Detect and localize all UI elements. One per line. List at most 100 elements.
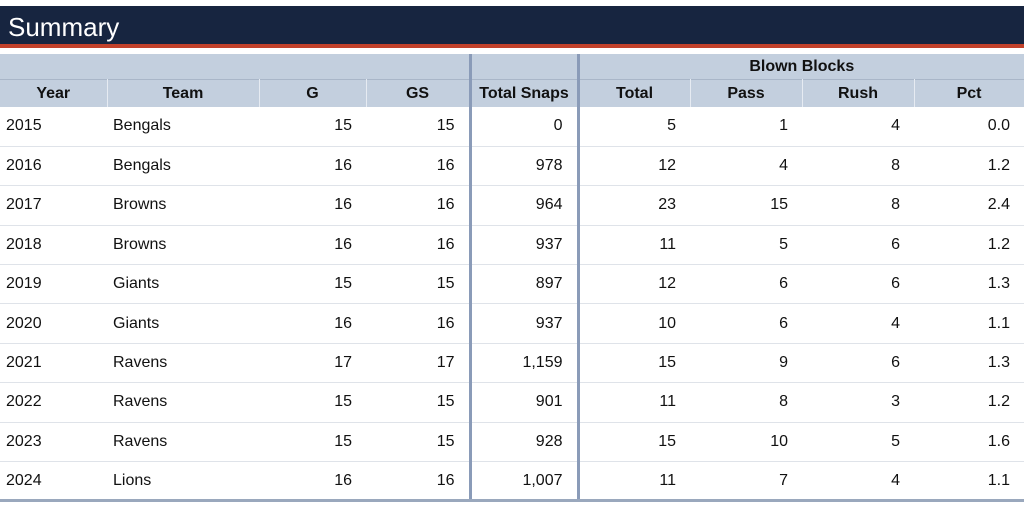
cell-year: 2018 <box>0 225 107 266</box>
col-header-g[interactable]: G <box>259 79 367 107</box>
cell-gs: 16 <box>366 185 470 226</box>
cell-g: 16 <box>259 461 366 503</box>
cell-team: Ravens <box>107 422 259 463</box>
col-header-pass[interactable]: Pass <box>690 79 803 107</box>
cell-blown-pct: 1.1 <box>914 461 1024 503</box>
table-row: 2023 Ravens 15 15 928 15 10 5 1.6 <box>0 422 1024 463</box>
cell-blown-rush: 3 <box>802 382 914 423</box>
column-header-row: Year Team G GS Total Snaps Total Pass Ru… <box>0 79 1024 107</box>
cell-blown-pass: 9 <box>690 343 802 384</box>
page-title: Summary <box>8 12 120 42</box>
cell-team: Lions <box>107 461 259 503</box>
cell-gs: 15 <box>366 382 470 423</box>
cell-blown-pct: 1.3 <box>914 264 1024 305</box>
cell-year: 2022 <box>0 382 107 423</box>
group-header-snaps-blank <box>468 54 580 80</box>
cell-blown-pass: 7 <box>690 461 802 503</box>
cell-total-snaps: 928 <box>468 422 580 463</box>
cell-g: 15 <box>259 264 366 305</box>
cell-year: 2019 <box>0 264 107 305</box>
group-header-blank <box>0 54 470 80</box>
cell-g: 17 <box>259 343 366 384</box>
cell-year: 2021 <box>0 343 107 384</box>
cell-g: 16 <box>259 146 366 187</box>
cell-blown-rush: 8 <box>802 185 914 226</box>
cell-year: 2020 <box>0 303 107 344</box>
cell-total-snaps: 1,159 <box>468 343 580 384</box>
cell-year: 2016 <box>0 146 107 187</box>
cell-team: Bengals <box>107 146 259 187</box>
cell-year: 2023 <box>0 422 107 463</box>
cell-blown-pct: 1.2 <box>914 225 1024 266</box>
cell-team: Ravens <box>107 382 259 423</box>
cell-blown-pct: 1.1 <box>914 303 1024 344</box>
table-row: 2015 Bengals 15 15 0 5 1 4 0.0 <box>0 107 1024 147</box>
cell-gs: 15 <box>366 422 470 463</box>
cell-blown-pct: 2.4 <box>914 185 1024 226</box>
cell-g: 16 <box>259 225 366 266</box>
cell-blown-pass: 8 <box>690 382 802 423</box>
cell-blown-pass: 15 <box>690 185 802 226</box>
cell-blown-pass: 6 <box>690 264 802 305</box>
cell-blown-rush: 6 <box>802 225 914 266</box>
col-header-total[interactable]: Total <box>578 79 691 107</box>
cell-year: 2017 <box>0 185 107 226</box>
cell-blown-pct: 1.3 <box>914 343 1024 384</box>
cell-total-snaps: 937 <box>468 225 580 266</box>
cell-blown-pct: 1.6 <box>914 422 1024 463</box>
cell-blown-pct: 0.0 <box>914 107 1024 147</box>
cell-year: 2024 <box>0 461 107 503</box>
cell-gs: 15 <box>366 107 470 147</box>
cell-gs: 16 <box>366 225 470 266</box>
cell-blown-pct: 1.2 <box>914 382 1024 423</box>
cell-g: 15 <box>259 422 366 463</box>
cell-team: Browns <box>107 185 259 226</box>
cell-total-snaps: 937 <box>468 303 580 344</box>
cell-blown-pct: 1.2 <box>914 146 1024 187</box>
cell-team: Giants <box>107 303 259 344</box>
cell-blown-pass: 4 <box>690 146 802 187</box>
cell-blown-pass: 5 <box>690 225 802 266</box>
cell-blown-rush: 8 <box>802 146 914 187</box>
cell-total-snaps: 901 <box>468 382 580 423</box>
cell-blown-rush: 6 <box>802 264 914 305</box>
cell-blown-total: 15 <box>578 422 690 463</box>
cell-blown-total: 11 <box>578 461 690 503</box>
cell-blown-rush: 4 <box>802 461 914 503</box>
cell-blown-pass: 1 <box>690 107 802 147</box>
col-header-team[interactable]: Team <box>107 79 260 107</box>
cell-team: Giants <box>107 264 259 305</box>
cell-total-snaps: 964 <box>468 185 580 226</box>
table-row: 2020 Giants 16 16 937 10 6 4 1.1 <box>0 303 1024 344</box>
table-row: 2017 Browns 16 16 964 23 15 8 2.4 <box>0 185 1024 226</box>
cell-blown-pass: 6 <box>690 303 802 344</box>
cell-gs: 16 <box>366 146 470 187</box>
col-header-pct[interactable]: Pct <box>914 79 1024 107</box>
cell-team: Browns <box>107 225 259 266</box>
table-row: 2022 Ravens 15 15 901 11 8 3 1.2 <box>0 382 1024 423</box>
cell-blown-total: 10 <box>578 303 690 344</box>
table-row: 2018 Browns 16 16 937 11 5 6 1.2 <box>0 225 1024 266</box>
cell-blown-rush: 5 <box>802 422 914 463</box>
table-row: 2021 Ravens 17 17 1,159 15 9 6 1.3 <box>0 343 1024 384</box>
cell-total-snaps: 978 <box>468 146 580 187</box>
col-header-year[interactable]: Year <box>0 79 108 107</box>
cell-gs: 16 <box>366 303 470 344</box>
cell-blown-total: 12 <box>578 146 690 187</box>
col-header-total-snaps[interactable]: Total Snaps <box>468 79 580 107</box>
cell-total-snaps: 897 <box>468 264 580 305</box>
table-row: 2019 Giants 15 15 897 12 6 6 1.3 <box>0 264 1024 305</box>
summary-table: Blown Blocks Year Team G GS Total Snaps … <box>0 54 1024 503</box>
cell-blown-rush: 4 <box>802 107 914 147</box>
cell-gs: 17 <box>366 343 470 384</box>
table-row: 2016 Bengals 16 16 978 12 4 8 1.2 <box>0 146 1024 187</box>
col-header-gs[interactable]: GS <box>366 79 471 107</box>
cell-gs: 16 <box>366 461 470 503</box>
table-row: 2024 Lions 16 16 1,007 11 7 4 1.1 <box>0 461 1024 503</box>
col-header-rush[interactable]: Rush <box>802 79 915 107</box>
cell-total-snaps: 0 <box>468 107 580 147</box>
cell-blown-rush: 6 <box>802 343 914 384</box>
cell-blown-pass: 10 <box>690 422 802 463</box>
group-header-blown-blocks: Blown Blocks <box>578 54 1024 80</box>
cell-blown-rush: 4 <box>802 303 914 344</box>
